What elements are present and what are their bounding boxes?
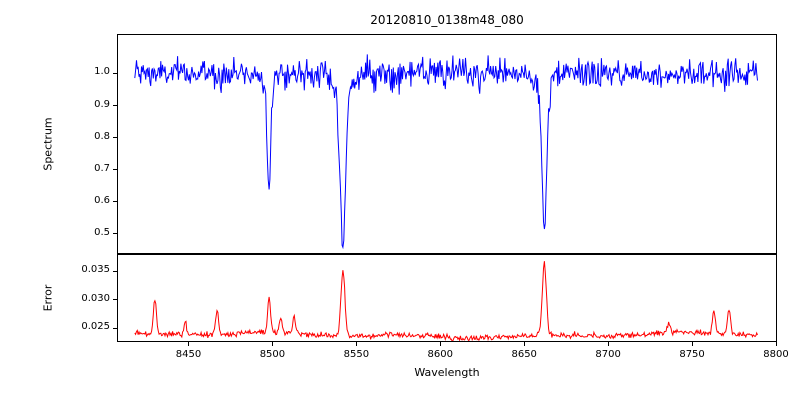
y-tick-label: 0.5 [94,226,110,238]
y-tick-mark [113,72,117,74]
y-tick-label: 0.025 [81,321,110,333]
y-tick-label: 0.9 [94,98,110,110]
error-ylabel: Error [41,284,55,312]
x-tick-label: 8650 [511,349,537,360]
x-tick-label: 8700 [595,349,621,360]
chart-title: 20120810_0138m48_080 [370,13,524,27]
error-line [134,261,758,341]
y-tick-label: 1.0 [94,66,110,78]
y-tick-mark [113,299,117,301]
y-tick-label: 0.035 [81,264,110,276]
y-tick-mark [113,105,117,107]
x-tick-label: 8800 [763,349,789,360]
x-tick-mark [271,342,273,346]
x-tick-mark [523,342,525,346]
y-tick-mark [113,233,117,235]
x-tick-mark [439,342,441,346]
y-tick-mark [113,137,117,139]
x-tick-label: 8550 [343,349,370,360]
y-tick-mark [113,327,117,329]
y-tick-label: 0.8 [94,130,110,142]
spectrum-line [134,54,758,250]
x-tick-mark [691,342,693,346]
error-plot [134,261,758,341]
x-tick-mark [607,342,609,346]
spectrum-ylabel: Spectrum [41,117,55,171]
spectrum-plot [134,54,758,250]
x-tick-label: 8500 [259,349,286,360]
x-tick-mark [188,342,189,346]
y-tick-mark [113,270,117,272]
y-tick-label: 0.7 [94,162,110,174]
spectrum-axes [117,34,777,254]
x-tick-label: 8450 [175,349,202,360]
x-tick-mark [775,342,777,346]
y-tick-mark [113,169,117,171]
x-tick-mark [355,342,357,346]
x-axis-label: Wavelength [414,366,480,379]
y-tick-mark [113,201,117,203]
error-axes [117,254,777,342]
y-tick-label: 0.6 [94,194,110,206]
x-tick-label: 8750 [679,349,705,360]
y-tick-label: 0.030 [81,292,110,304]
x-tick-label: 8600 [427,349,453,360]
